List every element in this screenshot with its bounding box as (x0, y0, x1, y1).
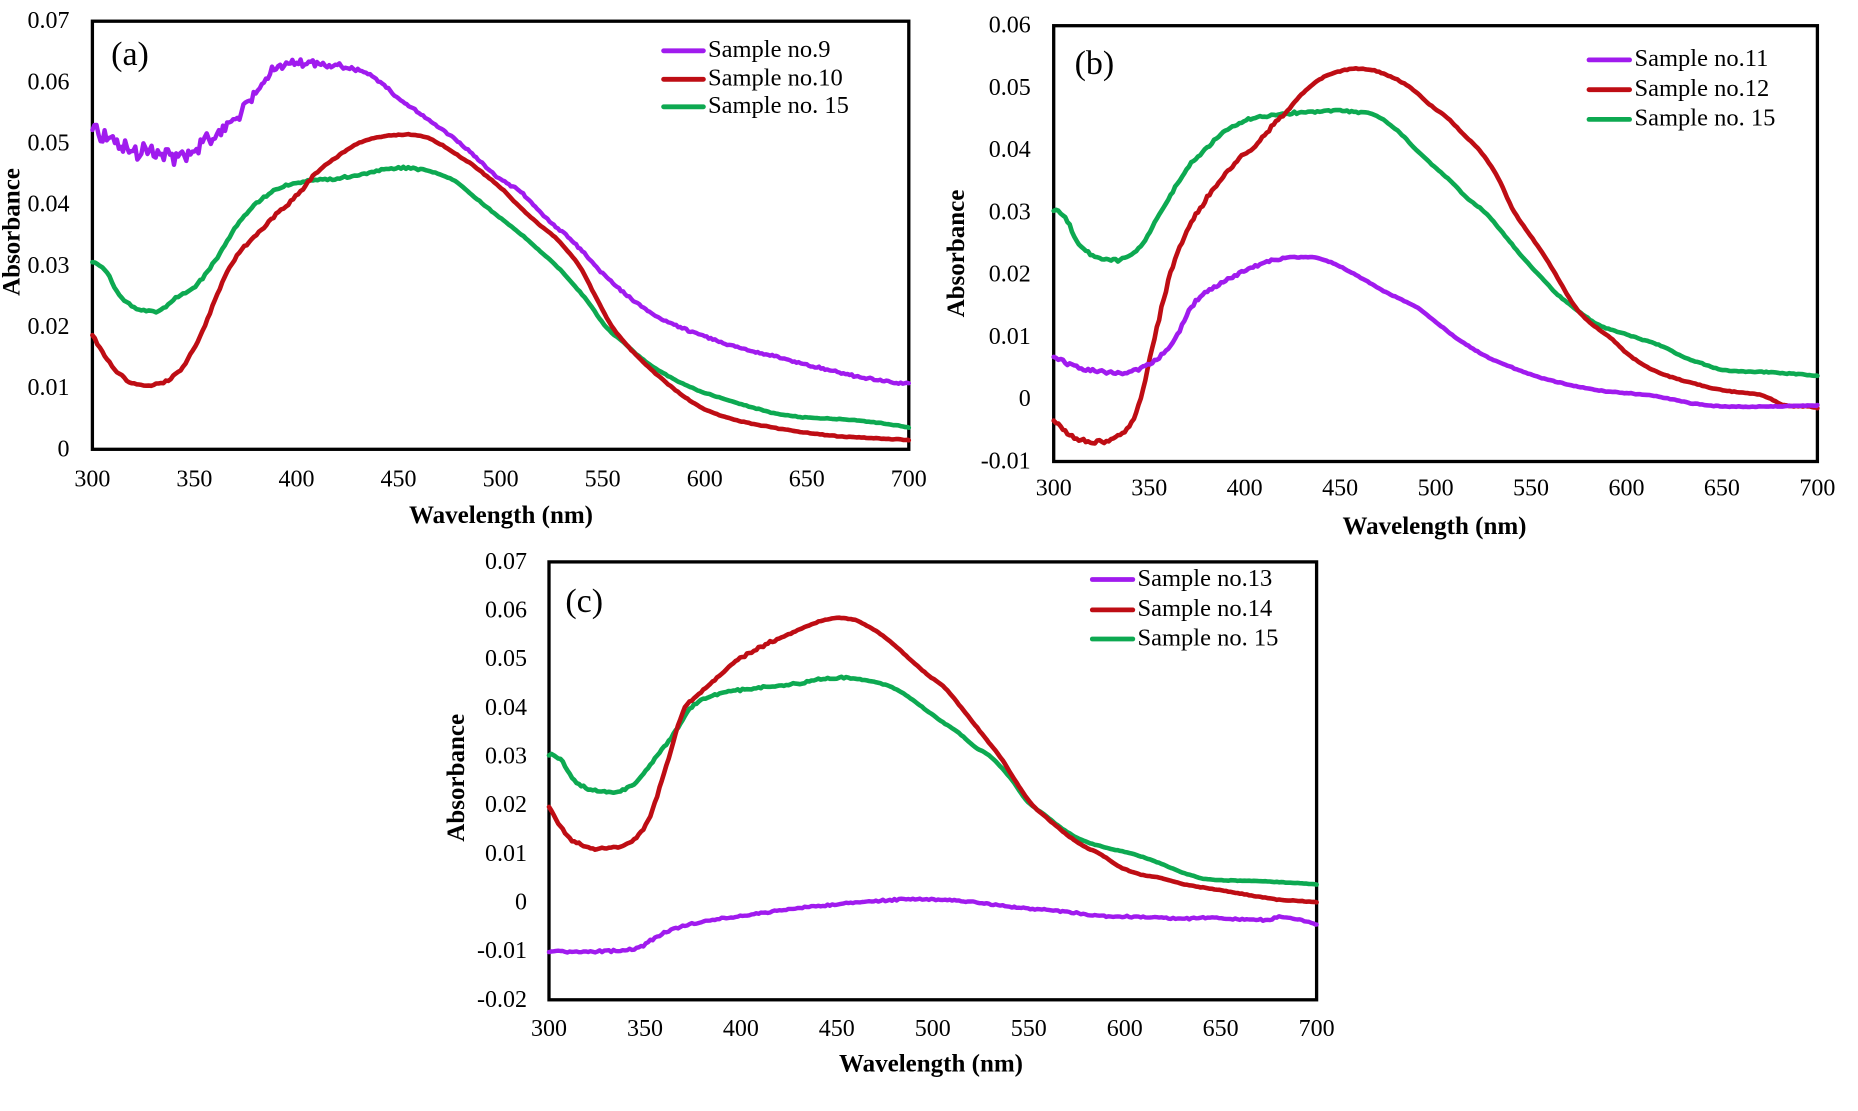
svg-text:0.04: 0.04 (28, 192, 70, 218)
svg-text:0.03: 0.03 (989, 200, 1031, 226)
svg-text:550: 550 (1011, 1016, 1047, 1042)
svg-text:0: 0 (515, 890, 527, 916)
svg-text:550: 550 (585, 467, 621, 493)
svg-text:Sample no. 15: Sample no. 15 (1138, 624, 1279, 651)
svg-text:0.06: 0.06 (28, 69, 70, 95)
svg-text:0.01: 0.01 (28, 375, 70, 401)
svg-text:0.05: 0.05 (485, 646, 527, 672)
svg-text:0.02: 0.02 (989, 262, 1031, 288)
svg-text:Sample no. 15: Sample no. 15 (708, 92, 849, 119)
svg-text:0.04: 0.04 (989, 137, 1031, 163)
svg-text:-0.01: -0.01 (477, 938, 527, 964)
svg-text:0.04: 0.04 (485, 695, 527, 721)
svg-text:-0.02: -0.02 (477, 987, 527, 1013)
svg-text:0.02: 0.02 (28, 314, 70, 340)
svg-text:0: 0 (58, 436, 70, 462)
svg-text:700: 700 (891, 467, 927, 493)
svg-text:650: 650 (1203, 1016, 1239, 1042)
svg-text:500: 500 (1418, 476, 1454, 502)
svg-text:350: 350 (627, 1016, 663, 1042)
svg-text:400: 400 (1227, 476, 1263, 502)
svg-text:500: 500 (915, 1016, 951, 1042)
svg-text:450: 450 (1322, 476, 1358, 502)
svg-text:Wavelength (nm): Wavelength (nm) (409, 502, 593, 529)
svg-text:Wavelength (nm): Wavelength (nm) (1342, 513, 1526, 540)
svg-text:300: 300 (74, 467, 110, 493)
svg-text:300: 300 (1036, 476, 1072, 502)
svg-text:0.01: 0.01 (485, 841, 527, 867)
svg-text:Sample no.14: Sample no.14 (1138, 595, 1273, 622)
svg-text:Sample no.10: Sample no.10 (708, 65, 843, 92)
svg-text:0.07: 0.07 (485, 549, 527, 575)
svg-text:Sample no.9: Sample no.9 (708, 36, 831, 63)
svg-text:Sample no. 15: Sample no. 15 (1635, 105, 1776, 132)
svg-text:300: 300 (531, 1016, 567, 1042)
svg-text:550: 550 (1513, 476, 1549, 502)
svg-text:(a): (a) (111, 36, 149, 73)
svg-text:350: 350 (1131, 476, 1167, 502)
svg-text:0: 0 (1019, 386, 1031, 412)
svg-text:Absorbance: Absorbance (943, 190, 970, 318)
svg-text:0.06: 0.06 (485, 598, 527, 624)
svg-text:0.05: 0.05 (28, 131, 70, 157)
svg-text:(b): (b) (1075, 45, 1115, 82)
svg-text:Sample no.11: Sample no.11 (1635, 45, 1769, 72)
svg-text:350: 350 (176, 467, 212, 493)
svg-text:Sample no.12: Sample no.12 (1635, 75, 1770, 102)
svg-text:(c): (c) (565, 583, 603, 620)
svg-text:Absorbance: Absorbance (0, 168, 26, 296)
svg-text:-0.01: -0.01 (981, 449, 1031, 475)
svg-text:Sample no.13: Sample no.13 (1138, 565, 1273, 592)
svg-text:0.05: 0.05 (989, 75, 1031, 101)
svg-text:0.03: 0.03 (28, 253, 70, 279)
svg-text:0.03: 0.03 (485, 744, 527, 770)
svg-text:700: 700 (1299, 1016, 1335, 1042)
svg-text:600: 600 (1107, 1016, 1143, 1042)
svg-text:0.07: 0.07 (28, 8, 70, 34)
svg-text:400: 400 (723, 1016, 759, 1042)
svg-text:450: 450 (381, 467, 417, 493)
svg-text:Absorbance: Absorbance (443, 714, 470, 842)
svg-text:400: 400 (279, 467, 315, 493)
svg-text:600: 600 (687, 467, 723, 493)
svg-text:0.01: 0.01 (989, 324, 1031, 350)
svg-text:700: 700 (1799, 476, 1835, 502)
svg-text:0.02: 0.02 (485, 792, 527, 818)
svg-text:650: 650 (789, 467, 825, 493)
svg-text:600: 600 (1609, 476, 1645, 502)
svg-text:450: 450 (819, 1016, 855, 1042)
svg-text:0.06: 0.06 (989, 13, 1031, 39)
svg-text:Wavelength (nm): Wavelength (nm) (839, 1051, 1023, 1078)
svg-text:500: 500 (483, 467, 519, 493)
svg-text:650: 650 (1704, 476, 1740, 502)
